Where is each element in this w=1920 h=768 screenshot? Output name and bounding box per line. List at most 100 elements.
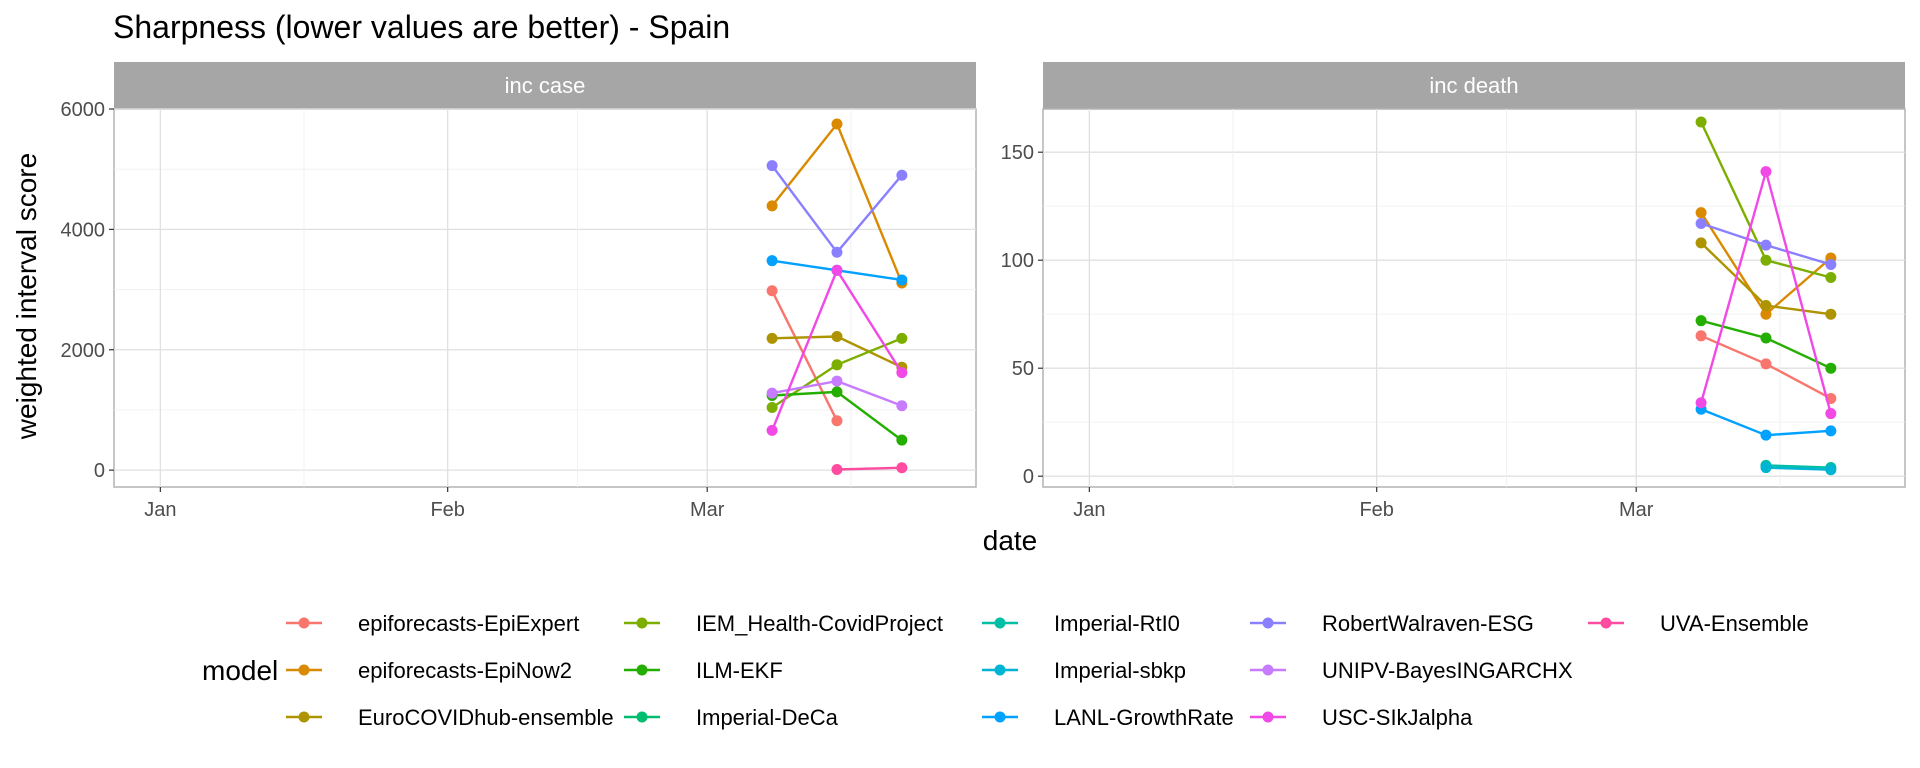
legend-label: Imperial-DeCa [696, 705, 839, 730]
series-epiforecasts-EpiNow2 [1695, 207, 1837, 320]
data-point [831, 118, 843, 130]
y-tick-label: 100 [1001, 250, 1034, 272]
y-tick-label: 0 [94, 460, 105, 482]
y-tick-label: 0 [1023, 466, 1034, 488]
legend: model epiforecasts-EpiExpert epiforecasts… [202, 611, 1809, 730]
legend-item: UNIPV-BayesINGARCHX [1250, 658, 1573, 683]
data-point [896, 332, 908, 344]
legend-label: UNIPV-BayesINGARCHX [1322, 658, 1573, 683]
data-point [831, 264, 843, 276]
y-tick-label: 50 [1012, 358, 1034, 380]
legend-label: Imperial-RtI0 [1054, 611, 1180, 636]
legend-item: Imperial-DeCa [624, 705, 839, 730]
legend-label: USC-SIkJalpha [1322, 705, 1473, 730]
x-tick-label: Jan [144, 499, 176, 521]
series-line [1765, 464, 1831, 469]
data-point [1695, 207, 1707, 219]
series-RobertWalraven-ESG [766, 160, 908, 258]
legend-key-point [1262, 711, 1274, 723]
data-point [766, 332, 778, 344]
legend-item: Imperial-sbkp [982, 658, 1186, 683]
series-line [771, 290, 839, 422]
data-point [831, 359, 843, 371]
legend-key-point [994, 664, 1006, 676]
data-point [1760, 358, 1772, 370]
x-tick-label: Mar [1619, 499, 1654, 521]
data-point [1825, 259, 1837, 271]
data-point [1760, 429, 1772, 441]
data-point [1760, 166, 1772, 178]
data-point [831, 386, 843, 398]
panel-background [1042, 108, 1906, 488]
legend-item: USC-SIkJalpha [1250, 705, 1473, 730]
data-point [766, 424, 778, 436]
series-EuroCOVIDhub-ensemble [1695, 237, 1837, 320]
legend-label: Imperial-sbkp [1054, 658, 1186, 683]
data-point [1825, 425, 1837, 437]
series-epiforecasts-EpiExpert [766, 285, 843, 427]
series-UVA-Ensemble [831, 462, 908, 476]
legend-key-point [994, 711, 1006, 723]
legend-label: LANL-GrowthRate [1054, 705, 1234, 730]
data-point [1825, 408, 1837, 420]
legend-title: model [202, 655, 278, 686]
data-point [766, 285, 778, 297]
series-UNIPV-BayesINGARCHX [766, 375, 908, 412]
legend-key-point [1262, 664, 1274, 676]
y-axis-title: weighted interval score [11, 153, 42, 440]
x-tick-label: Jan [1073, 499, 1105, 521]
legend-label: RobertWalraven-ESG [1322, 611, 1534, 636]
legend-key-point [298, 617, 310, 629]
legend-key-point [994, 617, 1006, 629]
panel-inc-case: inc case 0 2000 4000 6000 Jan Feb Mar [61, 62, 977, 521]
y-tick-label: 4000 [61, 219, 106, 241]
y-tick-label: 150 [1001, 142, 1034, 164]
data-point [831, 331, 843, 343]
data-point [831, 246, 843, 258]
data-point [1760, 300, 1772, 312]
data-point [896, 169, 908, 181]
series-RobertWalraven-ESG [1695, 217, 1837, 271]
data-point [896, 462, 908, 474]
data-point [1825, 362, 1837, 374]
data-point [766, 402, 778, 414]
facet-strip-label: inc death [1429, 73, 1518, 98]
legend-key-point [1600, 617, 1612, 629]
series-line [836, 466, 902, 471]
data-point [766, 200, 778, 212]
data-point [831, 415, 843, 427]
data-point [1760, 332, 1772, 344]
legend-item: LANL-GrowthRate [982, 705, 1234, 730]
series-IEM_Health-CovidProject [1695, 116, 1837, 283]
data-point [766, 255, 778, 267]
data-point [1695, 397, 1707, 409]
data-point [766, 387, 778, 399]
legend-key-point [636, 711, 648, 723]
facet-strip [1043, 62, 1905, 109]
x-tick-label: Feb [1359, 499, 1393, 521]
data-point [896, 434, 908, 446]
panel-inc-death: inc death 0 50 100 150 Jan Feb Mar [1001, 62, 1906, 521]
data-point [896, 274, 908, 286]
data-point [1695, 237, 1707, 249]
data-point [831, 375, 843, 387]
facet-strip [114, 62, 976, 109]
legend-label: EuroCOVIDhub-ensemble [358, 705, 614, 730]
data-point [896, 367, 908, 379]
legend-key-point [1262, 617, 1274, 629]
series-USC-SIkJalpha [1695, 166, 1837, 420]
series-USC-SIkJalpha [766, 264, 908, 436]
legend-label: UVA-Ensemble [1660, 611, 1809, 636]
data-point [1825, 271, 1837, 283]
panel-background [113, 108, 977, 488]
legend-key-point [298, 664, 310, 676]
data-point [1695, 116, 1707, 128]
data-point [1825, 308, 1837, 320]
series-Imperial-sbkp [1760, 462, 1837, 476]
legend-label: IEM_Health-CovidProject [696, 611, 943, 636]
legend-item: IEM_Health-CovidProject [624, 611, 943, 636]
data-point [1825, 464, 1837, 476]
data-point [1760, 462, 1772, 474]
legend-key-point [298, 711, 310, 723]
legend-item: epiforecasts-EpiExpert [286, 611, 579, 636]
